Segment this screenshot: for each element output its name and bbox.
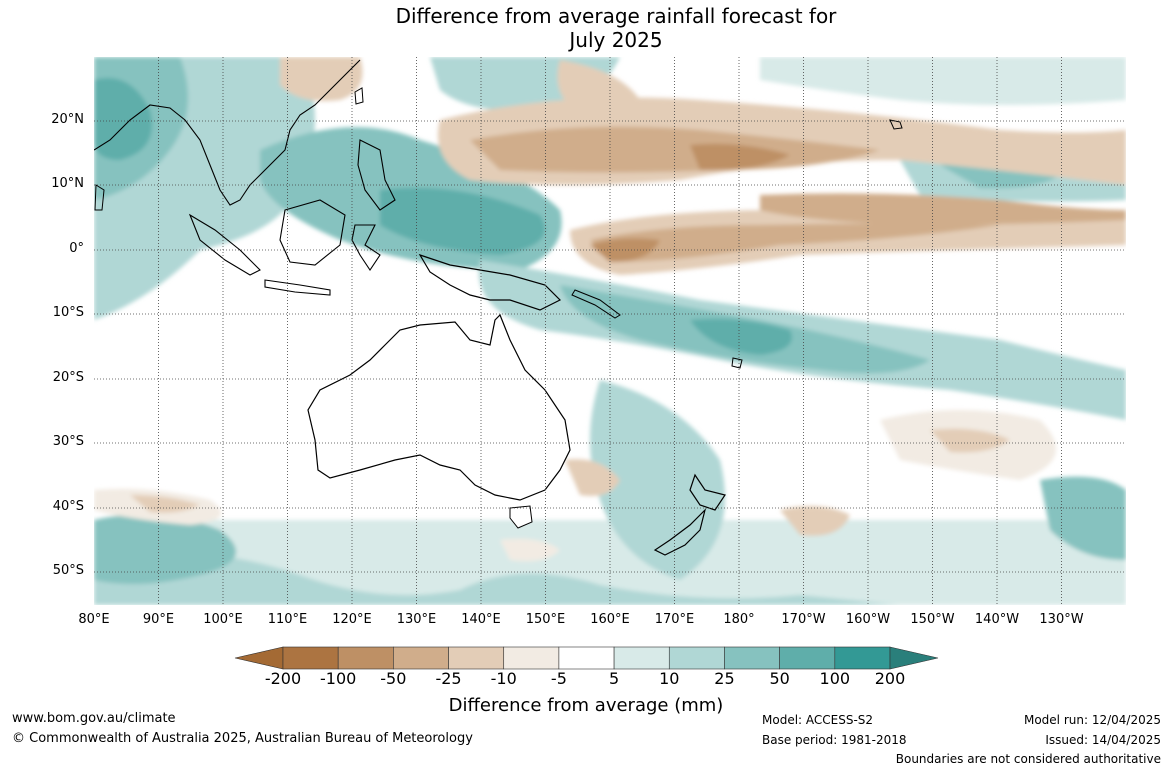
borneo-outline: [279, 199, 346, 266]
tasmania-outline: [509, 505, 533, 529]
colorbar-tick-label: 200: [874, 669, 906, 688]
model-run-text: Model run: 12/04/2025: [1023, 713, 1161, 727]
sumatra-outline: [188, 213, 261, 276]
sulawesi-outline: [351, 224, 381, 271]
latitude-label: 50°S: [52, 563, 84, 578]
colorbar-tick-label: 100: [819, 669, 851, 688]
longitude-label: 100°E: [203, 612, 243, 627]
base-period-text: Base period: 1981-2018: [762, 733, 907, 747]
longitude-label: 170°E: [654, 612, 695, 627]
south-pacific-brown-3: [780, 506, 850, 536]
disclaimer-text: Boundaries are not considered authoritat…: [895, 752, 1161, 766]
latitude-label: 40°S: [52, 499, 84, 514]
latitude-label: 10°N: [51, 176, 84, 191]
colorbar-bin: [503, 646, 560, 670]
colorbar-tick-label: -50: [380, 669, 407, 688]
colorbar: [234, 646, 939, 670]
longitude-label: 120°E: [332, 612, 372, 627]
south-pacific-teal-east: [1040, 476, 1126, 560]
colorbar-tick-label: -100: [320, 669, 357, 688]
south-indian-brown-core: [130, 495, 200, 513]
website-link[interactable]: www.bom.gov.au/climate: [12, 711, 176, 726]
colorbar-tick-label: 50: [769, 669, 790, 688]
copyright-text: © Commonwealth of Australia 2025, Austra…: [12, 731, 473, 746]
longitude-label: 80°E: [78, 612, 110, 627]
colorbar-bin: [613, 646, 670, 670]
colorbar-over-triangle: [889, 646, 939, 670]
colorbar-bin: [393, 646, 449, 670]
colorbar-title: Difference from average (mm): [448, 695, 724, 716]
australia-outline: [307, 313, 571, 501]
colorbar-tick-label: -10: [490, 669, 517, 688]
longitude-label: 140°W: [974, 612, 1020, 627]
north-pacific-brown-2: [557, 60, 640, 116]
southern-teal-region: [94, 552, 900, 605]
colorbar-tick-label: 25: [714, 669, 735, 688]
new-zealand-north-outline: [689, 473, 726, 511]
longitude-label: 160°E: [590, 612, 630, 627]
colorbar-bin: [779, 646, 836, 670]
new-zealand-south-outline: [653, 508, 707, 556]
anomaly-fields: [94, 57, 1126, 605]
longitude-label: 180°: [723, 612, 755, 627]
latitude-label: 30°S: [52, 434, 84, 449]
east-australia-brown: [500, 538, 560, 562]
colorbar-tick-label: 5: [608, 669, 620, 688]
longitude-label: 130°W: [1039, 612, 1084, 627]
tasman-teal: [590, 380, 725, 580]
solomon-islands-outline: [571, 289, 621, 319]
taiwan-outline: [354, 87, 364, 105]
north-pacific-brown-1: [760, 193, 1126, 225]
tasman-brown: [565, 459, 620, 496]
colorbar-bin: [448, 646, 505, 670]
andaman-teal: [94, 78, 152, 160]
fiji-outline: [731, 357, 743, 369]
graticule: [94, 57, 1126, 605]
map-title: Difference from average rainfall forecas…: [0, 4, 1173, 52]
longitude-label: 160°W: [845, 612, 891, 627]
equatorial-brown-core: [590, 223, 1000, 262]
south-pacific-brown-2: [930, 428, 1010, 453]
longitude-label: 110°E: [267, 612, 308, 627]
colorbar-tick-label: -25: [435, 669, 462, 688]
latitude-label: 0°: [69, 241, 84, 256]
asia-mainland-outline: [94, 59, 361, 206]
southern-teal-west: [94, 514, 236, 584]
colorbar-bin: [834, 646, 891, 670]
longitude-label: 170°W: [781, 612, 826, 627]
latitude-label: 20°N: [51, 112, 84, 127]
map-title-line2: July 2025: [569, 28, 663, 52]
longitude-label: 150°W: [910, 612, 955, 627]
longitude-label: 130°E: [396, 612, 437, 627]
colorbar-under-triangle: [234, 646, 284, 670]
colorbar-bin: [337, 646, 394, 670]
colorbar-bin: [724, 646, 780, 670]
colorbar-bin: [558, 646, 615, 670]
north-pacific-brown-centre: [690, 143, 790, 171]
north-pacific-brown-core: [470, 126, 880, 173]
sri-lanka-outline: [94, 184, 105, 211]
hawaii-outline: [889, 119, 903, 130]
colorbar-bin: [282, 646, 339, 670]
philippines-outline: [357, 139, 396, 211]
colorbar-tick-label: -200: [264, 669, 302, 688]
colorbar-bin: [668, 646, 725, 670]
latitude-label: 10°S: [52, 305, 84, 320]
model-text: Model: ACCESS-S2: [762, 713, 874, 727]
new-guinea-outline: [418, 253, 562, 311]
longitude-label: 150°E: [525, 612, 566, 627]
map-title-line1: Difference from average rainfall forecas…: [395, 4, 837, 28]
colorbar-tick-label: -5: [550, 669, 567, 688]
longitude-label: 140°E: [461, 612, 501, 627]
north-pacific-brown-3: [280, 57, 363, 101]
latitude-label: 20°S: [52, 370, 84, 385]
java-outline: [264, 279, 331, 296]
north-pacific-teal-1: [760, 57, 1126, 105]
longitude-label: 90°E: [142, 612, 175, 627]
colorbar-tick-label: 10: [659, 669, 680, 688]
west-pacific-core: [380, 187, 545, 255]
issued-text: Issued: 14/04/2025: [1045, 733, 1161, 747]
spcz-centre: [690, 318, 792, 355]
